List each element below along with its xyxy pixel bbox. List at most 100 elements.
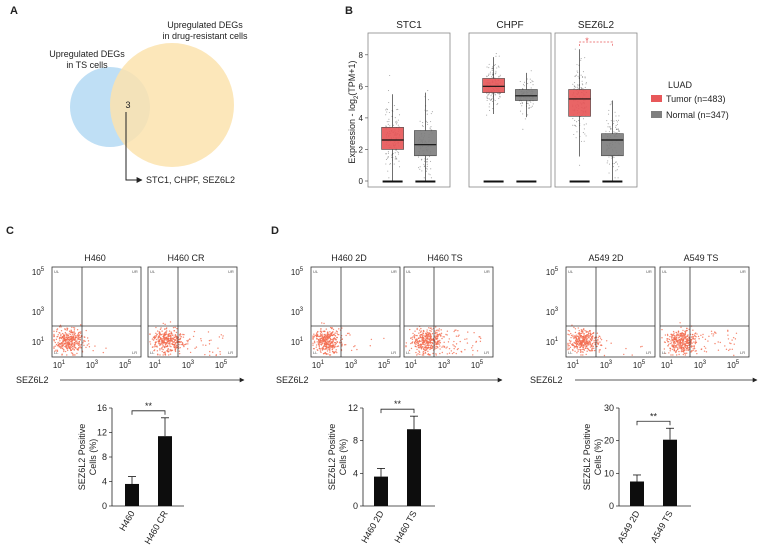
flow-event-dot [326, 340, 329, 342]
b-jitter-point [572, 118, 574, 120]
flow-event-dot [586, 341, 589, 344]
flow-event-dot [183, 345, 185, 348]
flow-event-dot [327, 336, 330, 338]
flow-event-dot [455, 335, 458, 337]
b-jitter-point [494, 73, 496, 75]
flow-event-dot [319, 350, 322, 352]
flow-event-dot [428, 346, 430, 349]
venn-right-circle [110, 43, 234, 167]
flow-event-dot [671, 334, 673, 337]
flow-event-dot [583, 345, 585, 347]
b-jitter-point [492, 108, 494, 110]
flow-event-dot [426, 338, 429, 340]
flow-event-dot [668, 338, 671, 341]
flow-event-dot [205, 344, 207, 347]
flow-event-dot [678, 345, 680, 347]
flow-event-dot [71, 345, 74, 347]
flow-event-dot [683, 350, 685, 352]
flow-event-dot [431, 328, 433, 330]
flow-event-dot [54, 341, 57, 344]
flow-event-dot [149, 343, 152, 345]
flow-event-dot [329, 343, 331, 345]
flow-event-dot [678, 344, 680, 346]
flow-event-dot [68, 333, 70, 335]
b-jitter-point [584, 57, 586, 59]
flow-event-dot [63, 334, 65, 337]
b-jitter-point [395, 155, 397, 157]
flow-x-tick-label: 105 [215, 360, 228, 370]
flow-event-dot [479, 337, 482, 340]
b-jitter-point [498, 93, 500, 95]
b-jitter-point [521, 102, 523, 104]
legend-label-tumor: Tumor (n=483) [666, 94, 725, 104]
b-jitter-point [429, 127, 431, 129]
flow-event-dot [727, 330, 729, 332]
flow-y-tick-label: 103 [32, 307, 45, 317]
b-jitter-point [615, 125, 617, 127]
flow-event-dot [208, 339, 211, 342]
b-jitter-point [519, 110, 522, 112]
b-jitter-point [385, 109, 387, 111]
flow-event-dot [426, 343, 428, 345]
flow-event-dot [692, 336, 695, 338]
b-jitter-point [489, 73, 491, 75]
flow-event-dot [327, 353, 329, 355]
flow-event-dot [77, 334, 80, 337]
flow-event-dot [56, 349, 59, 352]
flow-event-dot [325, 344, 328, 346]
b-jitter-point [496, 67, 498, 69]
flow-event-dot [690, 336, 693, 338]
flow-event-dot [666, 334, 669, 337]
flow-event-dot [585, 340, 587, 342]
flow-event-dot [167, 348, 170, 350]
flow-event-dot [105, 347, 107, 349]
flow-quadrant-ll: LL [406, 350, 411, 355]
flow-event-dot [410, 337, 412, 339]
flow-event-dot [475, 340, 478, 343]
b-jitter-point [498, 92, 500, 94]
flow-event-dot [411, 338, 414, 340]
flow-event-dot [578, 339, 580, 342]
b-jitter-point [491, 98, 493, 100]
flow-title-h460-2d: H460 2D [331, 253, 367, 263]
bar-y-axis-label: SEZ6L2 PositiveCells (%) [327, 424, 348, 491]
b-jitter-point [398, 166, 401, 168]
flow-event-dot [582, 335, 585, 338]
flow-event-dot [62, 340, 64, 342]
flow-event-dot [74, 354, 76, 356]
flow-event-dot [698, 338, 700, 340]
flow-event-dot [156, 346, 158, 348]
flow-y-tick-label: 101 [291, 337, 304, 347]
flow-event-dot [423, 334, 425, 336]
flow-event-dot [686, 327, 688, 330]
b-jitter-point [489, 103, 491, 105]
flow-event-dot [324, 345, 326, 348]
flow-event-dot [170, 331, 172, 333]
b-jitter-point [614, 111, 616, 113]
flow-event-dot [576, 338, 578, 340]
b-jitter-point [606, 162, 608, 164]
flow-event-dot [222, 335, 224, 337]
flow-event-dot [570, 343, 573, 346]
flow-event-dot [73, 330, 75, 333]
flow-x-tick-label: 105 [119, 360, 132, 370]
flow-event-dot [169, 343, 171, 345]
flow-event-dot [669, 342, 671, 345]
flow-event-dot [327, 346, 330, 349]
flow-event-dot [572, 344, 574, 346]
flow-event-dot [684, 346, 687, 349]
b-jitter-point [490, 95, 492, 97]
flow-event-dot [435, 329, 438, 332]
flow-event-dot [175, 341, 178, 343]
b-jitter-point [574, 48, 576, 50]
flow-event-dot [102, 351, 105, 354]
flow-event-dot [416, 334, 418, 337]
b-y-tick-label: 6 [359, 82, 364, 91]
box-normal [414, 130, 437, 157]
flow-event-dot [573, 326, 575, 329]
flow-x-tick-label: 101 [567, 360, 580, 370]
flow-event-dot [60, 343, 62, 345]
flow-event-dot [158, 339, 160, 341]
flow-x-tick-label: 105 [727, 360, 740, 370]
flow-event-dot [69, 348, 72, 351]
